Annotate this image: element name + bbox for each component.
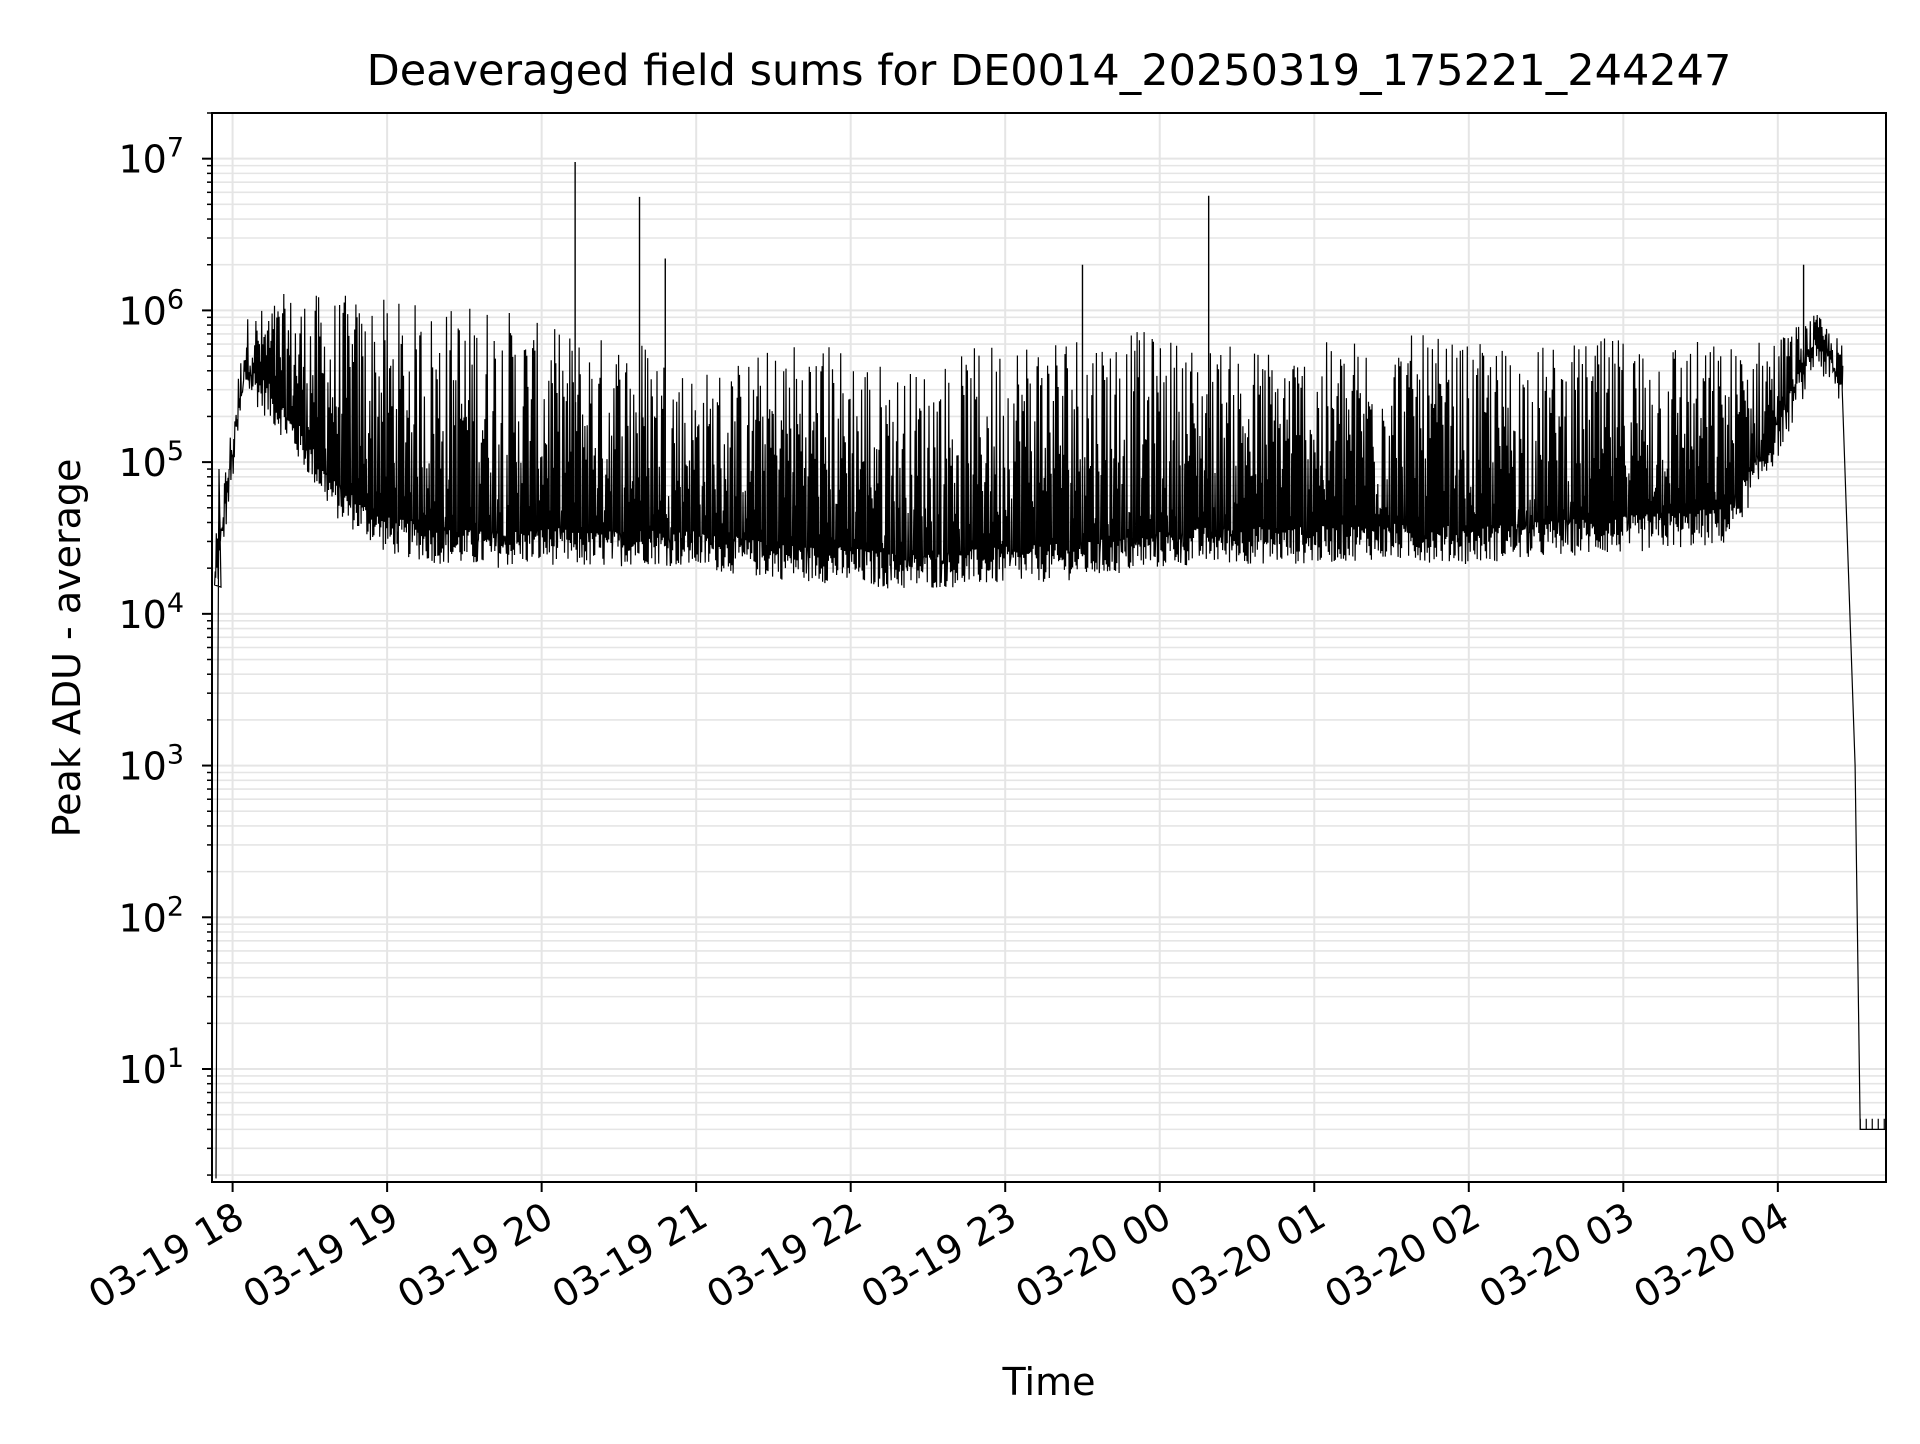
y-tick-label: 101: [118, 1043, 184, 1092]
y-axis-label: Peak ADU - average: [45, 459, 89, 838]
y-tick-label: 104: [118, 588, 184, 637]
y-tick-label: 103: [118, 740, 184, 789]
chart-title: Deaveraged field sums for DE0014_2025031…: [367, 46, 1732, 96]
x-axis-label: Time: [1002, 1360, 1096, 1404]
grid-layer: [212, 112, 1886, 1182]
data-layer: [213, 162, 1886, 1179]
y-tick-label: 102: [118, 891, 184, 940]
y-tick-label: 106: [118, 284, 184, 333]
y-tick-label: 105: [118, 436, 184, 485]
y-tick-label: 107: [118, 133, 184, 182]
data-series-line: [213, 293, 1886, 1179]
